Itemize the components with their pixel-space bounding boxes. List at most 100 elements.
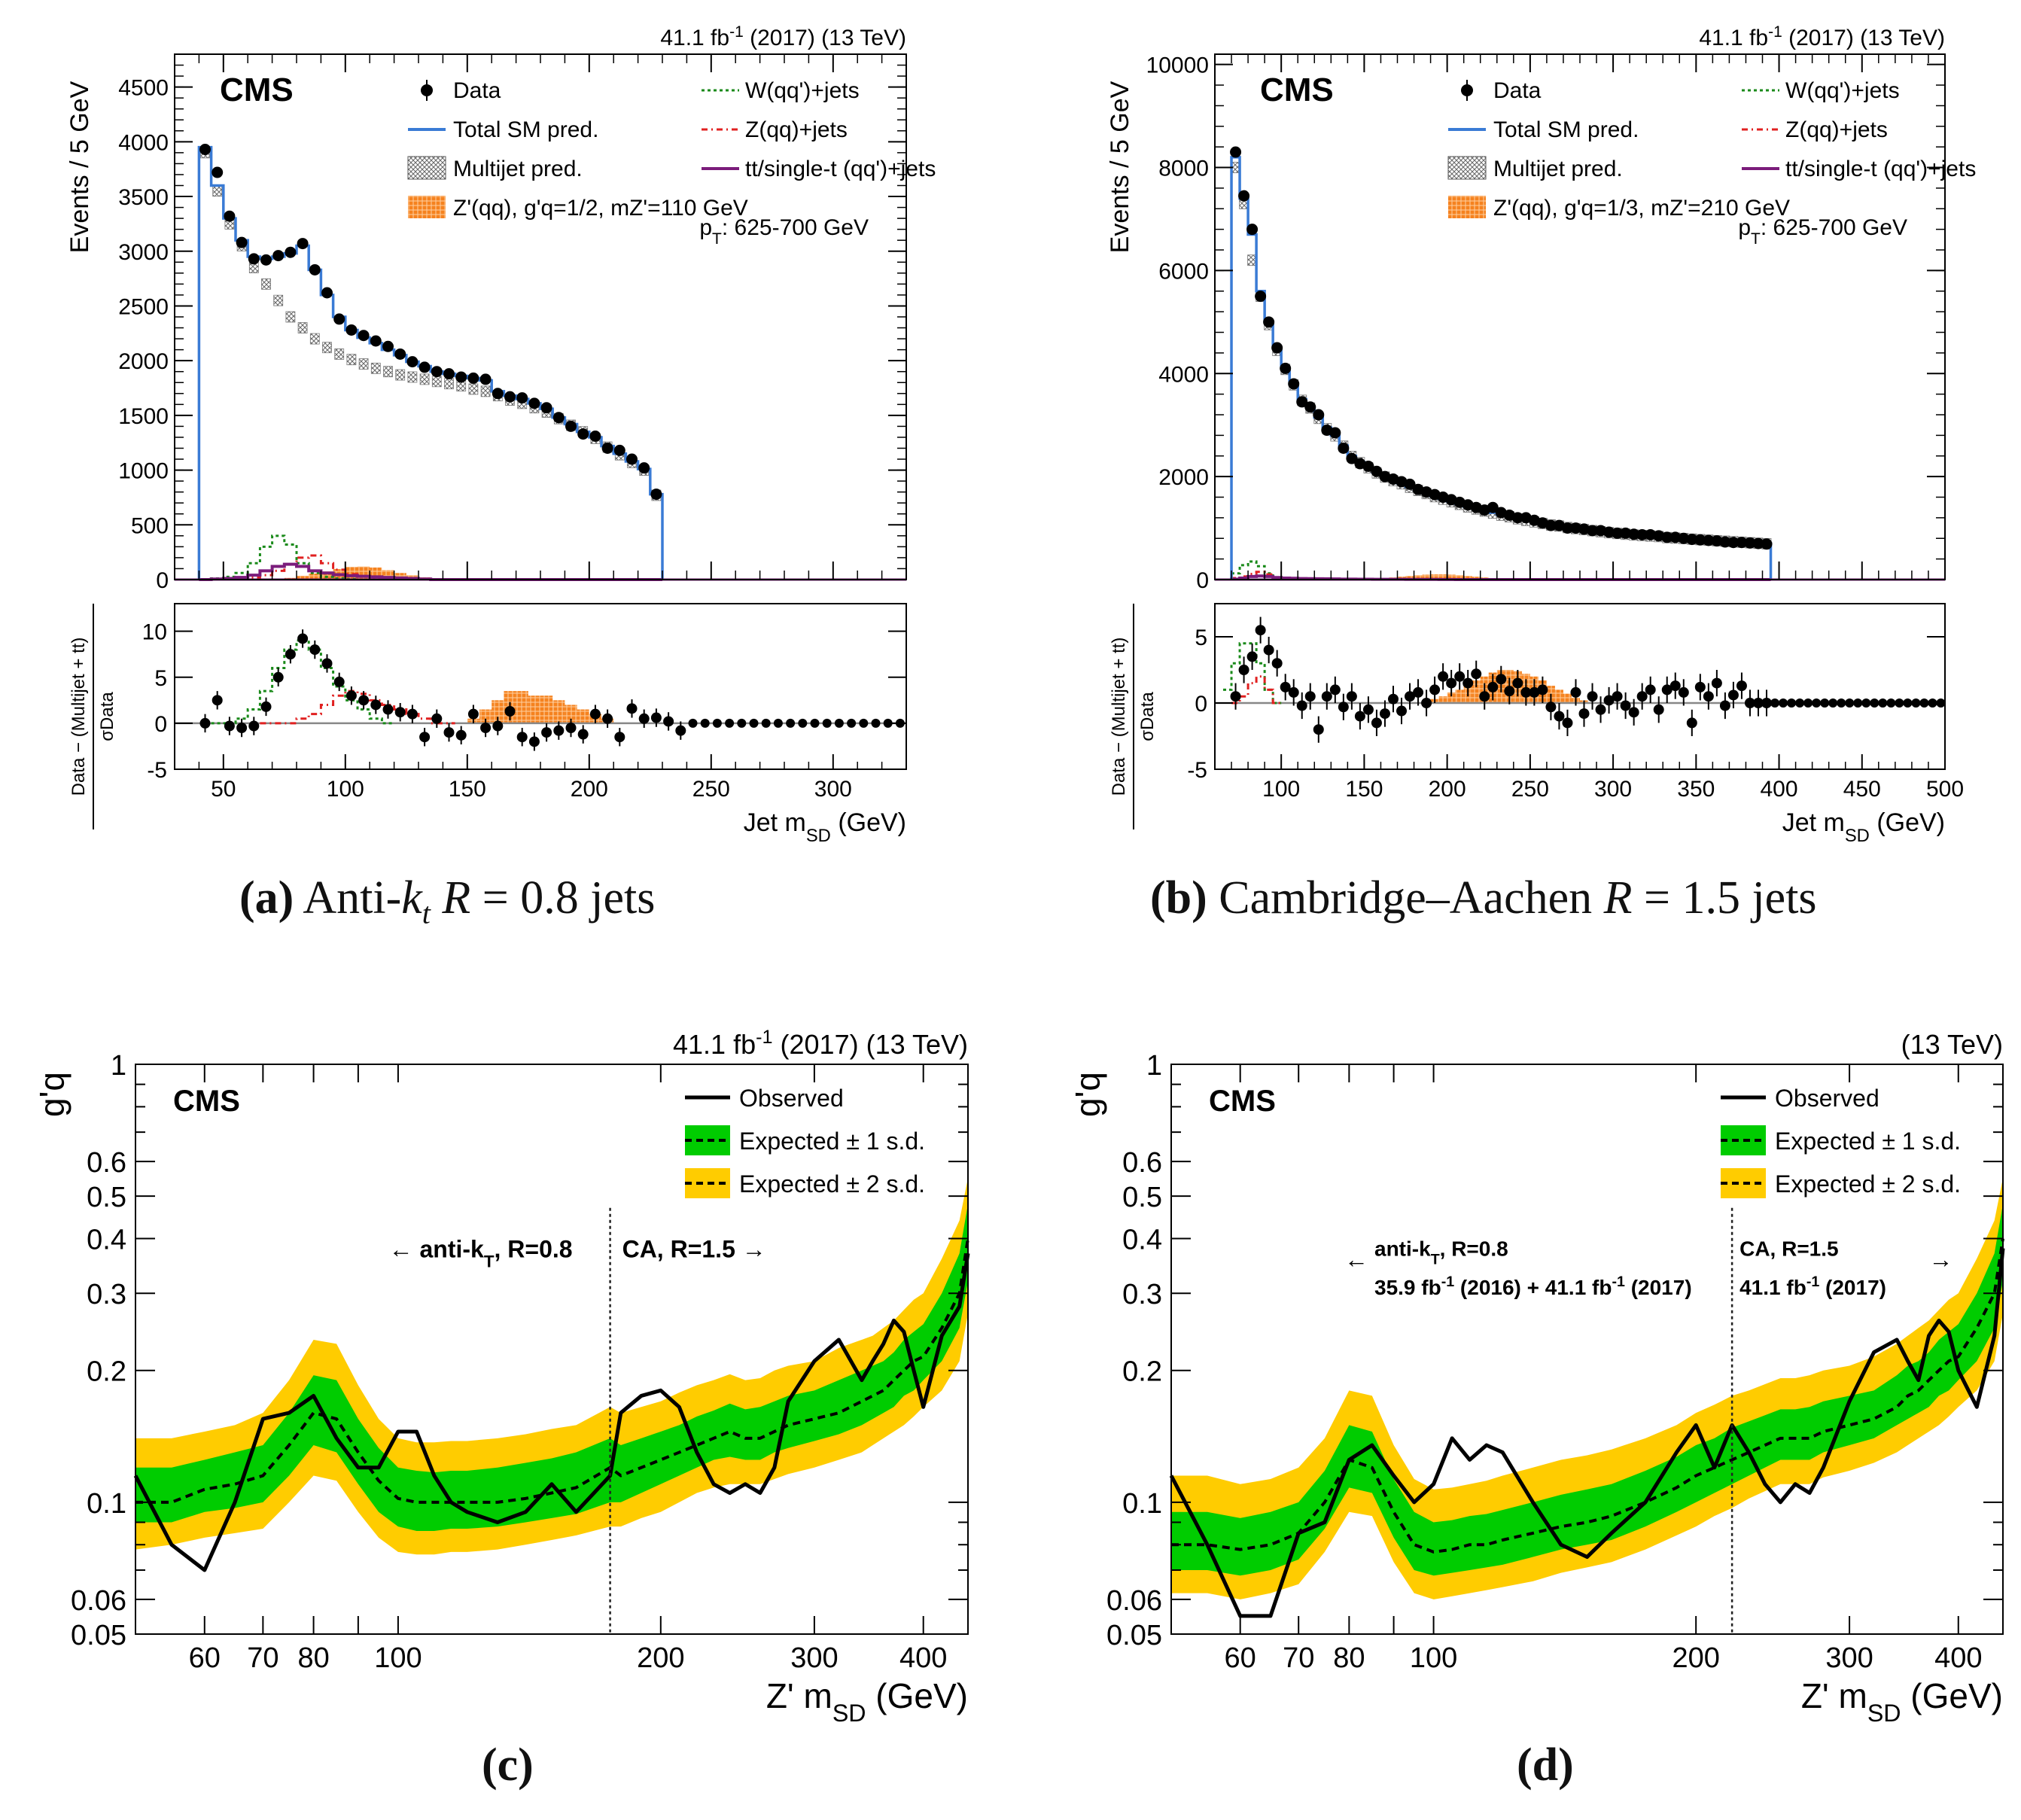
ratio-data-point <box>883 718 893 728</box>
x-tick-label: 350 <box>1677 777 1715 802</box>
y-tick-label: 0.06 <box>1106 1585 1162 1617</box>
ratio-data-point <box>212 695 223 706</box>
ratio-data-point <box>1512 677 1523 689</box>
text-segment: -1 <box>1441 1274 1455 1290</box>
data-point <box>1703 534 1715 546</box>
x-tick-label: 400 <box>1761 777 1798 802</box>
multijet-marker <box>468 383 479 395</box>
text-segment: SD <box>806 826 831 846</box>
text-segment: (2017) <box>1819 1276 1886 1299</box>
data-point <box>1238 190 1250 202</box>
ratio-data-point <box>1919 698 1929 708</box>
ratio-data-point <box>1870 698 1879 708</box>
legend-ttbar-label: tt/single-t (qq')+jets <box>1785 157 1976 181</box>
ratio-data-point <box>1603 695 1615 706</box>
data-point <box>479 373 492 385</box>
multijet-marker <box>261 278 271 290</box>
ratio-data-point <box>1895 698 1904 708</box>
legend: Data Total SM pred. Multijet pred. Z'(qq), … <box>407 78 936 221</box>
signal-bar <box>297 575 309 580</box>
ratio-data-point <box>1554 711 1565 722</box>
expected-1sd-band <box>1171 1204 2003 1576</box>
ratio-data-point <box>688 718 698 728</box>
text-segment: : 625-700 GeV <box>722 215 869 240</box>
data-point <box>1246 224 1259 236</box>
text-segment: SD <box>832 1700 866 1727</box>
signal-bar <box>1463 576 1472 580</box>
ratio-data-point <box>1296 700 1307 711</box>
x-tick-label: 200 <box>1429 777 1466 802</box>
data-point <box>1694 534 1706 546</box>
ratio-signal-bar <box>1438 696 1447 703</box>
ratio-data-point <box>626 703 638 714</box>
w-jets-line <box>1230 560 1771 581</box>
ratio-data-point <box>1636 691 1648 702</box>
data-point <box>224 210 236 222</box>
data-point <box>1620 527 1632 539</box>
y-tick-label: 2500 <box>118 294 169 319</box>
x-tick-label: 300 <box>814 777 852 802</box>
data-point <box>1612 527 1624 539</box>
ratio-z-line <box>1231 675 1282 705</box>
ratio-data-point <box>1711 677 1722 689</box>
ratio-data-point <box>1570 686 1581 698</box>
ratio-data-point <box>333 676 345 687</box>
ratio-y-label-den: σData <box>1137 692 1158 741</box>
legend-signal-box <box>408 196 446 218</box>
legend-data-label: Data <box>453 78 501 103</box>
w-jets-line <box>199 534 662 581</box>
x-tick-label: 250 <box>692 777 730 802</box>
data-point <box>1271 342 1283 354</box>
data-point <box>1761 538 1773 550</box>
ratio-data-point <box>737 718 747 728</box>
text-segment: Z' m <box>766 1676 832 1715</box>
data-point <box>1255 291 1267 303</box>
ratio-data-point <box>1446 677 1457 689</box>
y-tick-label: 0.2 <box>87 1356 126 1388</box>
region-label: pT: 625-700 GeV <box>1738 215 1907 248</box>
y-tick-label: 0 <box>156 568 169 593</box>
ratio-data-point <box>1354 711 1365 722</box>
data-point <box>309 263 321 275</box>
data-point <box>1686 534 1698 546</box>
ratio-data-point <box>1903 698 1913 708</box>
data-point <box>1603 526 1615 538</box>
data-point <box>1263 316 1275 328</box>
x-tick-label: 60 <box>189 1642 221 1674</box>
limit-panel-c: 0.050.06 0.1 0.2 0.3 0.4 0.50.6 1 60 70 80 100 200 3… <box>32 1027 970 1727</box>
ratio-data-point <box>1271 658 1283 669</box>
x-tick-label: 50 <box>211 777 236 802</box>
ratio-y-tick-label: 0 <box>1195 692 1207 717</box>
ratio-data-point <box>1752 698 1764 708</box>
ratio-data-point <box>1878 698 1888 708</box>
data-point <box>370 335 382 347</box>
signal-bar <box>1405 576 1414 580</box>
legend-z-label: Z(qq)+jets <box>1785 117 1888 142</box>
x-tick-label: 400 <box>1934 1642 1982 1674</box>
legend-z-label: Z(qq)+jets <box>745 117 848 142</box>
lumi-label: 41.1 fb-1 (2017) (13 TeV) <box>1699 23 1945 51</box>
observed-line <box>133 1252 970 1572</box>
ratio-data-point <box>1387 693 1399 705</box>
data-point <box>601 443 613 454</box>
ratio-data-point <box>1628 707 1639 718</box>
ratio-data-point <box>1703 691 1714 702</box>
ratio-data-point <box>297 633 309 644</box>
ratio-signal-bar <box>479 709 492 723</box>
ratio-data-point <box>1396 705 1408 717</box>
ratio-y-tick-label: -5 <box>1187 758 1207 783</box>
legend: Data Total SM pred. Multijet pred. Z'(qq), … <box>1447 78 1976 221</box>
ratio-axes-frame <box>174 603 907 770</box>
text-segment: Jet m <box>1782 808 1845 837</box>
legend-sm-label: Total SM pred. <box>453 117 598 142</box>
ratio-data-point <box>516 732 528 743</box>
data-point <box>1296 396 1308 408</box>
ratio-data-point <box>1280 681 1291 692</box>
data-point <box>1661 531 1673 543</box>
ratio-data-point <box>1454 671 1466 682</box>
text-segment: : 625-700 GeV <box>1761 215 1907 240</box>
ratio-data-point <box>370 699 382 711</box>
ratio-data-point <box>504 706 516 717</box>
data-point <box>650 488 662 501</box>
data-point <box>1338 443 1350 454</box>
